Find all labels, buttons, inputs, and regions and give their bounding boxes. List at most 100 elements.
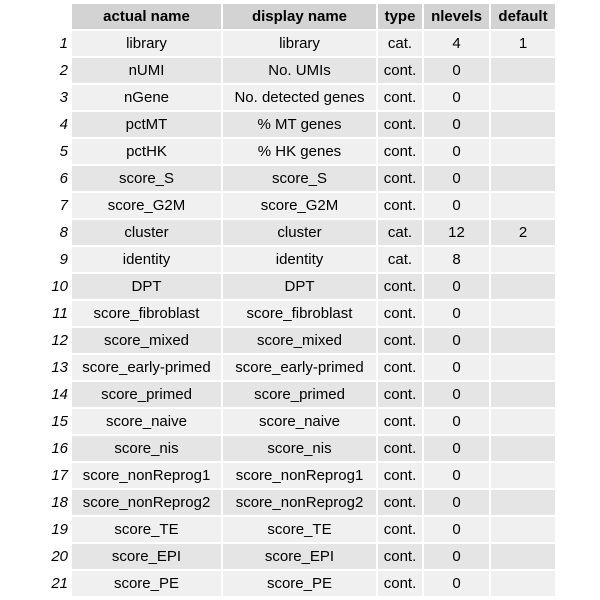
actual-name-cell: score_S [72, 166, 221, 191]
table-row: 20 score_EPI score_EPI cont. 0 [42, 544, 555, 569]
header-display-name: display name [223, 4, 376, 29]
type-cell: cont. [378, 193, 422, 218]
row-index: 6 [42, 166, 70, 191]
nlevels-cell: 0 [424, 139, 489, 164]
display-name-cell: score_PE [223, 571, 376, 596]
display-name-cell: No. detected genes [223, 85, 376, 110]
type-cell: cont. [378, 517, 422, 542]
default-cell [491, 517, 555, 542]
row-index: 11 [42, 301, 70, 326]
actual-name-cell: DPT [72, 274, 221, 299]
default-cell [491, 382, 555, 407]
default-cell [491, 85, 555, 110]
type-cell: cont. [378, 85, 422, 110]
default-cell [491, 139, 555, 164]
actual-name-cell: nUMI [72, 58, 221, 83]
display-name-cell: score_primed [223, 382, 376, 407]
table-row: 6 score_S score_S cont. 0 [42, 166, 555, 191]
table-body: 1 library library cat. 4 1 2 nUMI No. UMIs cont. 0… [42, 31, 555, 596]
default-cell [491, 166, 555, 191]
actual-name-cell: score_mixed [72, 328, 221, 353]
actual-name-cell: identity [72, 247, 221, 272]
row-index: 4 [42, 112, 70, 137]
table-row: 13 score_early-primed score_early-primed co… [42, 355, 555, 380]
type-cell: cont. [378, 166, 422, 191]
nlevels-cell: 8 [424, 247, 489, 272]
actual-name-cell: score_fibroblast [72, 301, 221, 326]
row-index: 1 [42, 31, 70, 56]
nlevels-cell: 0 [424, 463, 489, 488]
nlevels-cell: 0 [424, 301, 489, 326]
display-name-cell: cluster [223, 220, 376, 245]
nlevels-cell: 0 [424, 274, 489, 299]
type-cell: cont. [378, 301, 422, 326]
default-cell [491, 571, 555, 596]
nlevels-cell: 0 [424, 355, 489, 380]
type-cell: cat. [378, 247, 422, 272]
default-cell [491, 463, 555, 488]
default-cell [491, 409, 555, 434]
display-name-cell: score_TE [223, 517, 376, 542]
nlevels-cell: 0 [424, 166, 489, 191]
default-cell [491, 490, 555, 515]
row-index: 10 [42, 274, 70, 299]
row-index: 7 [42, 193, 70, 218]
default-cell [491, 58, 555, 83]
default-cell [491, 544, 555, 569]
type-cell: cont. [378, 274, 422, 299]
nlevels-cell: 0 [424, 571, 489, 596]
nlevels-cell: 0 [424, 517, 489, 542]
display-name-cell: library [223, 31, 376, 56]
type-cell: cont. [378, 571, 422, 596]
row-index: 17 [42, 463, 70, 488]
header-row: actual name display name type nlevels de… [42, 4, 555, 29]
actual-name-cell: nGene [72, 85, 221, 110]
display-name-cell: score_S [223, 166, 376, 191]
actual-name-cell: score_TE [72, 517, 221, 542]
header-default: default [491, 4, 555, 29]
row-index: 21 [42, 571, 70, 596]
row-index: 20 [42, 544, 70, 569]
type-cell: cat. [378, 31, 422, 56]
default-cell [491, 301, 555, 326]
actual-name-cell: pctMT [72, 112, 221, 137]
table-row: 8 cluster cluster cat. 12 2 [42, 220, 555, 245]
row-index: 12 [42, 328, 70, 353]
table-row: 10 DPT DPT cont. 0 [42, 274, 555, 299]
default-cell [491, 436, 555, 461]
actual-name-cell: score_nonReprog2 [72, 490, 221, 515]
table-row: 19 score_TE score_TE cont. 0 [42, 517, 555, 542]
default-cell [491, 247, 555, 272]
nlevels-cell: 4 [424, 31, 489, 56]
actual-name-cell: score_nonReprog1 [72, 463, 221, 488]
row-index: 8 [42, 220, 70, 245]
table-row: 2 nUMI No. UMIs cont. 0 [42, 58, 555, 83]
nlevels-cell: 0 [424, 490, 489, 515]
default-cell [491, 355, 555, 380]
type-cell: cont. [378, 382, 422, 407]
table-row: 18 score_nonReprog2 score_nonReprog2 cont. 0 [42, 490, 555, 515]
display-name-cell: score_nis [223, 436, 376, 461]
table-container: actual name display name type nlevels de… [40, 2, 557, 598]
display-name-cell: DPT [223, 274, 376, 299]
index-header [42, 4, 70, 29]
nlevels-cell: 0 [424, 85, 489, 110]
display-name-cell: score_fibroblast [223, 301, 376, 326]
nlevels-cell: 0 [424, 328, 489, 353]
type-cell: cont. [378, 139, 422, 164]
default-cell [491, 193, 555, 218]
display-name-cell: No. UMIs [223, 58, 376, 83]
row-index: 9 [42, 247, 70, 272]
row-index: 18 [42, 490, 70, 515]
table-row: 3 nGene No. detected genes cont. 0 [42, 85, 555, 110]
header-nlevels: nlevels [424, 4, 489, 29]
actual-name-cell: score_naive [72, 409, 221, 434]
row-index: 14 [42, 382, 70, 407]
type-cell: cont. [378, 490, 422, 515]
display-name-cell: score_G2M [223, 193, 376, 218]
default-cell: 2 [491, 220, 555, 245]
nlevels-cell: 0 [424, 112, 489, 137]
display-name-cell: score_early-primed [223, 355, 376, 380]
actual-name-cell: pctHK [72, 139, 221, 164]
actual-name-cell: cluster [72, 220, 221, 245]
